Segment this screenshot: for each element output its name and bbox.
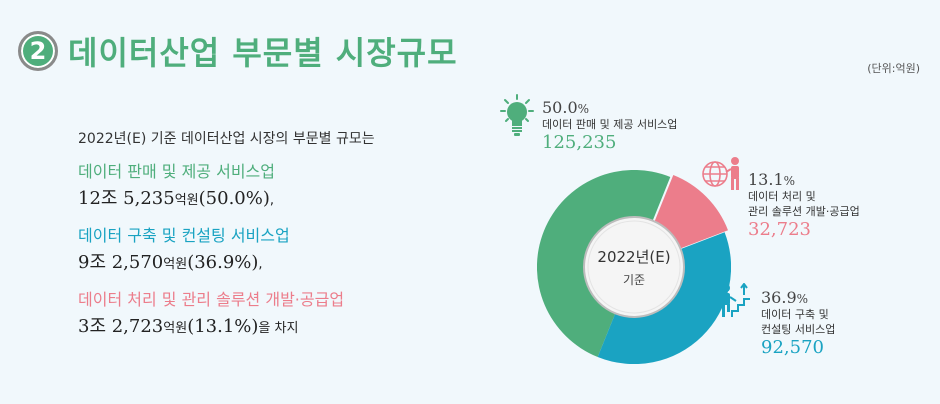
page-title: 2 데이터산업 부문별 시장규모 [18, 28, 458, 74]
section-number-badge: 2 [18, 31, 58, 71]
callout-name-line1: 데이터 구축 및 [761, 308, 829, 321]
callout-sales: 50.0% 데이터 판매 및 제공 서비스업 125,235 [542, 98, 677, 153]
value-pct: (36.9%) [187, 252, 259, 273]
person-stairs-icon [722, 283, 750, 317]
unit-label: (단위:억원) [867, 62, 920, 75]
callout-pct: 50.0% [542, 98, 590, 117]
center-sub: 기준 [622, 273, 646, 287]
value-amount: 12조 5,235 [78, 188, 175, 209]
value-pct: (13.1%) [187, 316, 259, 337]
callout-solution: 13.1% 데이터 처리 및 관리 솔루션 개발·공급업 32,723 [748, 170, 860, 240]
callout-consulting: 36.9% 데이터 구축 및 컨설팅 서비스업 92,570 [761, 288, 835, 358]
callout-name-line1: 데이터 처리 및 [748, 190, 816, 203]
globe-person-icon [702, 157, 739, 190]
value-suffix: , [258, 257, 263, 272]
value-suffix: , [269, 193, 275, 208]
segment-value-sales: 12조 5,235억원(50.0%), [78, 184, 375, 210]
value-unit: 억원 [174, 193, 199, 208]
callout-name-line2: 관리 솔루션 개발·공급업 [748, 205, 860, 218]
segment-value-solution: 3조 2,723억원(13.1%)을 차지 [78, 312, 375, 338]
segment-name-sales: 데이터 판매 및 제공 서비스업 [78, 162, 275, 181]
callout-pct: 13.1% [748, 170, 796, 189]
callout-amount: 92,570 [761, 337, 824, 358]
callout-name: 데이터 판매 및 제공 서비스업 [542, 118, 678, 131]
center-year: 2022년(E) [597, 248, 671, 266]
value-suffix: 을 차지 [258, 321, 299, 336]
callout-name-line2: 컨설팅 서비스업 [761, 323, 836, 336]
segment-name-consulting: 데이터 구축 및 컨설팅 서비스업 [78, 226, 290, 245]
segment-name-solution: 데이터 처리 및 관리 솔루션 개발·공급업 [78, 290, 345, 309]
title-text: 데이터산업 부문별 시장규모 [68, 34, 458, 72]
description-block: 2022년(E) 기준 데이터산업 시장의 부문별 규모는 데이터 판매 및 제… [78, 128, 375, 338]
intro-text: 2022년(E) 기준 데이터산업 시장의 부문별 규모는 [78, 131, 375, 147]
callout-amount: 32,723 [748, 219, 811, 240]
value-unit: 억원 [163, 321, 188, 336]
center-label: 2022년(E) 기준 [589, 222, 679, 312]
callout-pct: 36.9% [761, 288, 809, 307]
callout-amount: 125,235 [542, 132, 617, 153]
value-amount: 9조 2,570 [78, 252, 164, 273]
segment-value-consulting: 9조 2,570억원(36.9%), [78, 248, 375, 274]
donut-center [583, 216, 685, 318]
value-pct: (50.0%) [198, 188, 270, 209]
donut-chart [537, 170, 731, 364]
value-amount: 3조 2,723 [78, 316, 164, 337]
lightbulb-icon [500, 94, 534, 136]
value-unit: 억원 [163, 257, 188, 272]
